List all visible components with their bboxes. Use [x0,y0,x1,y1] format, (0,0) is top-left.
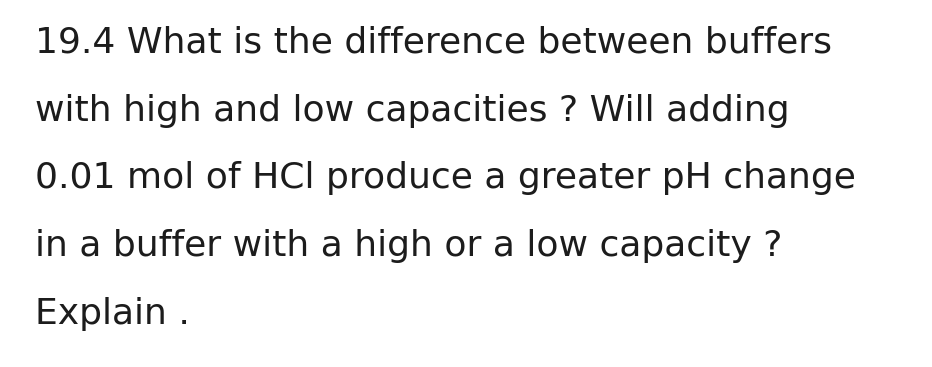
Text: 0.01 mol of HCl produce a greater pH change: 0.01 mol of HCl produce a greater pH cha… [35,161,857,196]
Text: Explain .: Explain . [35,297,190,331]
Text: 19.4 What is the difference between buffers: 19.4 What is the difference between buff… [35,26,832,60]
Text: with high and low capacities ? Will adding: with high and low capacities ? Will addi… [35,94,790,128]
Text: in a buffer with a high or a low capacity ?: in a buffer with a high or a low capacit… [35,229,783,264]
